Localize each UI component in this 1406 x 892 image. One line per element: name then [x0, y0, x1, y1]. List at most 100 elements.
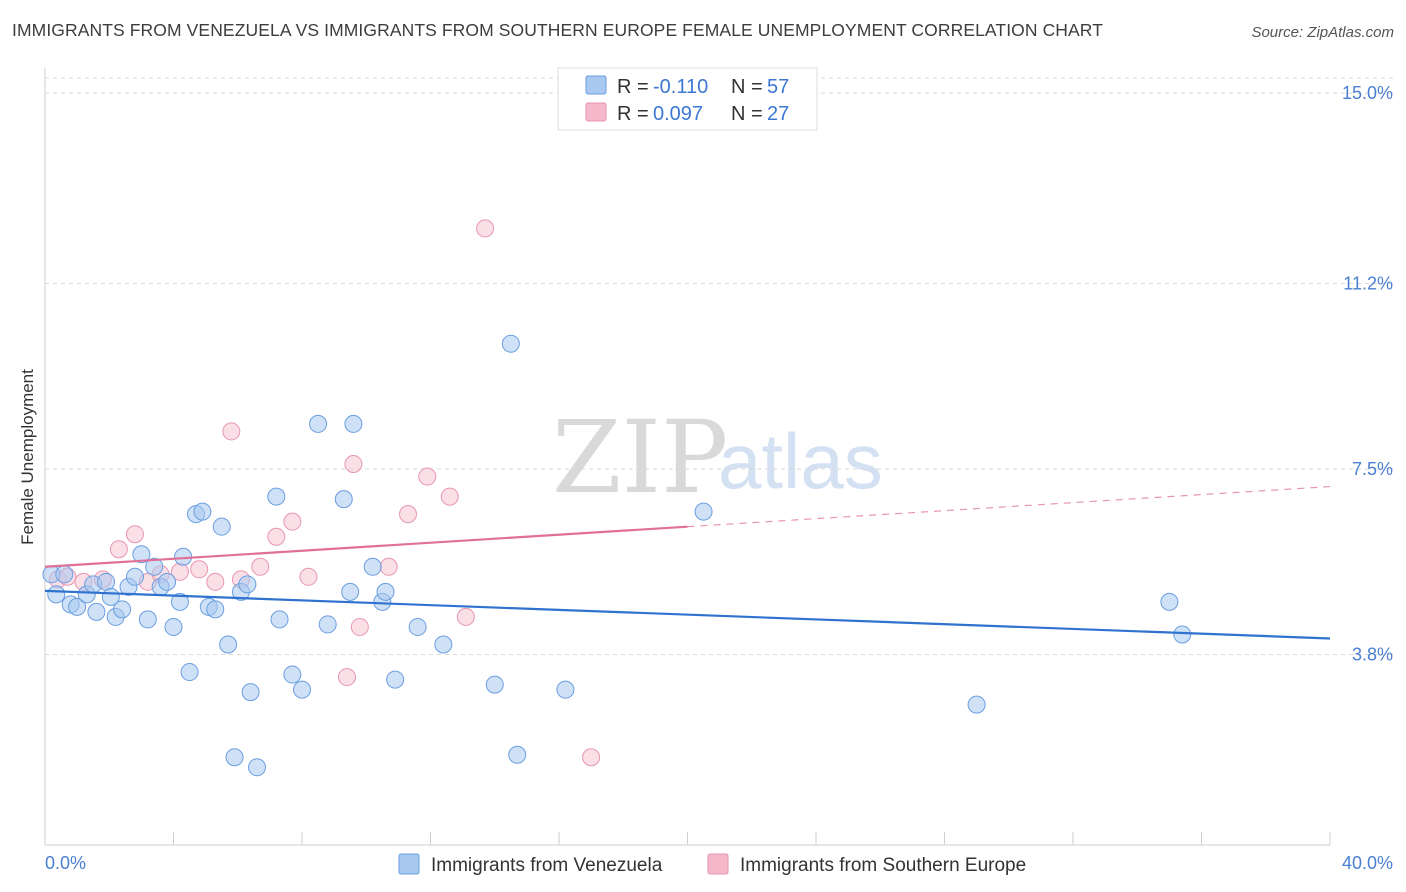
- legend-swatch-venezuela-bottom: [398, 853, 420, 875]
- legend-n-label-venezuela: N =: [731, 76, 763, 98]
- series-legend: Immigrants from Venezuela Immigrants fro…: [398, 853, 1026, 876]
- venezuela-point: [248, 758, 267, 777]
- venezuela-point: [363, 557, 382, 576]
- southern-europe-point: [109, 540, 128, 559]
- venezuela-point: [334, 490, 353, 509]
- venezuela-point: [1173, 625, 1192, 644]
- southern-europe-point: [456, 607, 475, 626]
- venezuela-point: [318, 615, 337, 634]
- venezuela-point: [212, 517, 231, 536]
- southern-europe-point: [350, 617, 369, 636]
- southern-europe-point: [267, 527, 286, 546]
- southern-europe-point: [190, 560, 209, 579]
- southern-europe-point: [418, 467, 437, 486]
- venezuela-point: [556, 680, 575, 699]
- series-southern-europe-points: [48, 219, 601, 767]
- southern-europe-point: [399, 505, 418, 524]
- venezuela-point: [238, 575, 257, 594]
- legend-r-label-venezuela: R =: [617, 76, 649, 98]
- y-tick-label: 3.8%: [1352, 645, 1393, 665]
- y-axis-ticks: 3.8% 7.5% 11.2% 15.0%: [1342, 83, 1393, 664]
- southern-europe-point: [251, 557, 270, 576]
- venezuela-point: [193, 502, 212, 521]
- venezuela-point: [1160, 592, 1179, 611]
- legend-swatch-southern-europe-bottom: [707, 853, 729, 875]
- venezuela-point: [485, 675, 504, 694]
- legend-n-value-venezuela: 57: [767, 76, 789, 98]
- venezuela-point: [206, 600, 225, 619]
- venezuela-point: [158, 572, 177, 591]
- venezuela-point: [97, 572, 116, 591]
- venezuela-point: [434, 635, 453, 654]
- venezuela-point: [113, 600, 132, 619]
- legend-label-southern-europe: Immigrants from Southern Europe: [740, 855, 1026, 876]
- southern-europe-point: [337, 668, 356, 687]
- venezuela-point: [267, 487, 286, 506]
- southern-europe-point: [440, 487, 459, 506]
- venezuela-point: [132, 545, 151, 564]
- venezuela-point: [694, 502, 713, 521]
- venezuela-point: [309, 414, 328, 433]
- southern-europe-point: [283, 512, 302, 531]
- venezuela-point: [164, 617, 183, 636]
- southern-europe-point: [206, 572, 225, 591]
- southern-europe-trend-line: [44, 525, 688, 568]
- venezuela-point: [508, 745, 527, 764]
- southern-europe-point: [344, 455, 363, 474]
- venezuela-point: [341, 582, 360, 601]
- venezuela-point: [68, 597, 87, 616]
- y-tick-label: 11.2%: [1343, 274, 1393, 294]
- southern-europe-point: [476, 219, 495, 238]
- venezuela-point: [293, 680, 311, 699]
- venezuela-point: [47, 585, 66, 604]
- venezuela-point: [101, 587, 120, 606]
- grid: [45, 77, 1393, 656]
- venezuela-point: [180, 663, 199, 682]
- venezuela-point: [386, 670, 405, 689]
- southern-europe-point: [379, 557, 398, 576]
- watermark-atlas: atlas: [718, 417, 883, 505]
- legend-swatch-venezuela: [585, 75, 607, 95]
- southern-europe-point: [299, 567, 318, 586]
- venezuela-point: [55, 565, 74, 584]
- venezuela-point: [170, 592, 189, 611]
- y-tick-label: 15.0%: [1342, 83, 1393, 103]
- chart-title: IMMIGRANTS FROM VENEZUELA VS IMMIGRANTS …: [12, 20, 1104, 40]
- southern-europe-trend-extension: [687, 485, 1331, 528]
- venezuela-point: [145, 557, 164, 576]
- y-axis-label: Female Unemployment: [18, 369, 37, 545]
- venezuela-point: [967, 695, 986, 714]
- legend-r-label-southern-europe: R =: [617, 103, 649, 125]
- legend-n-value-southern-europe: 27: [767, 103, 789, 125]
- x-tick-label-max: 40.0%: [1342, 853, 1393, 873]
- venezuela-point: [138, 610, 157, 629]
- southern-europe-point: [125, 525, 144, 544]
- legend-r-value-venezuela: -0.110: [653, 76, 708, 98]
- x-tick-label-min: 0.0%: [45, 853, 86, 873]
- legend-n-label-southern-europe: N =: [731, 103, 763, 125]
- venezuela-point: [283, 665, 302, 684]
- legend-r-value-southern-europe: 0.097: [653, 103, 703, 125]
- correlation-legend: R = -0.110 N = 57 R = 0.097 N = 27: [557, 67, 818, 131]
- source-label: Source: ZipAtlas.com: [1251, 24, 1394, 41]
- southern-europe-point: [582, 748, 601, 767]
- venezuela-point: [219, 635, 238, 654]
- legend-swatch-southern-europe: [585, 102, 607, 122]
- venezuela-point: [408, 617, 427, 636]
- venezuela-point: [376, 582, 395, 601]
- venezuela-trend-line: [44, 589, 1331, 640]
- venezuela-point: [241, 683, 260, 702]
- trend-lines: [44, 485, 1331, 640]
- venezuela-point: [501, 334, 520, 353]
- y-tick-label: 7.5%: [1352, 459, 1393, 479]
- southern-europe-point: [222, 422, 241, 441]
- watermark-zip: ZIP: [552, 399, 728, 516]
- x-axis-ticks: [44, 832, 1331, 845]
- venezuela-point: [87, 602, 106, 621]
- venezuela-point: [270, 610, 289, 629]
- venezuela-point: [344, 414, 363, 433]
- series-venezuela-points: [42, 334, 1192, 777]
- venezuela-point: [225, 748, 244, 767]
- legend-label-venezuela: Immigrants from Venezuela: [431, 855, 663, 876]
